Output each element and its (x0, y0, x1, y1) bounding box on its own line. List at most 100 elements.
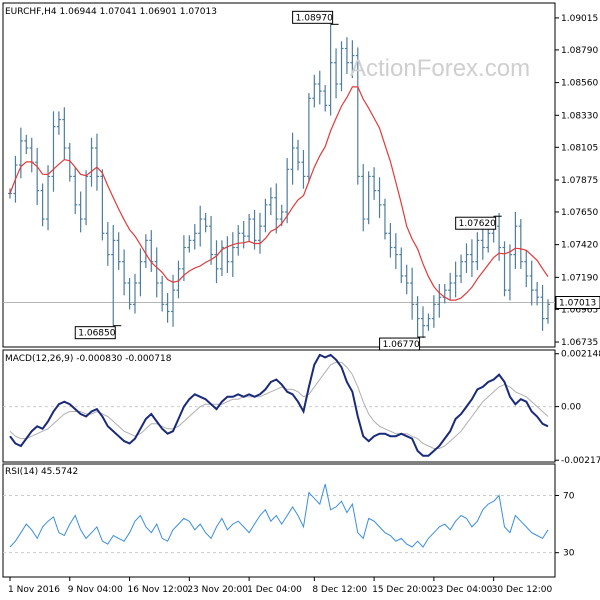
ohlc-bar (448, 272, 453, 301)
ohlc-bar (296, 139, 301, 171)
ohlc-bar (404, 264, 409, 295)
ohlc-bar (209, 215, 214, 265)
ohlc-bar (344, 37, 349, 74)
ohlc-bar (274, 183, 279, 234)
ohlc-bar (100, 169, 105, 241)
ohlc-bar (469, 239, 474, 278)
macd-y-tick-label: 0.00 (561, 403, 581, 413)
ohlc-bar (73, 167, 78, 215)
ohlc-bar (431, 295, 436, 328)
moving-average-line (9, 86, 549, 301)
price-y-tick-label: 1.07420 (561, 241, 598, 251)
ohlc-bar (535, 281, 540, 306)
ohlc-bar (507, 244, 512, 301)
ohlc-bar (388, 223, 393, 258)
price-y-tick-label: 1.08330 (561, 111, 598, 121)
ohlc-bar (203, 212, 208, 233)
last-price-box (555, 296, 600, 310)
ohlc-bar (116, 232, 121, 270)
ohlc-bar (415, 296, 420, 338)
ohlc-bar (132, 273, 137, 314)
ohlc-bar (540, 284, 545, 331)
ohlc-bar (410, 267, 415, 320)
ohlc-bar (160, 275, 165, 312)
price-title: EURCHF,H4 1.06944 1.07041 1.06901 1.0701… (5, 7, 217, 17)
ohlc-bar (524, 250, 529, 288)
ohlc-bar (165, 293, 170, 323)
ohlc-bar (306, 93, 311, 182)
price-y-tick-label: 1.07875 (561, 176, 598, 186)
ohlc-bar (257, 212, 262, 254)
ohlc-bar (127, 277, 132, 310)
ohlc-bar (366, 171, 371, 225)
ohlc-bar (241, 220, 246, 249)
x-tick-label: 1 Nov 2016 (8, 585, 60, 595)
ohlc-bar (502, 241, 507, 297)
rsi-y-tick-label: 70 (563, 491, 575, 501)
ohlc-bar (513, 211, 518, 269)
rsi-panel: 70 30 (2, 463, 575, 578)
ohlc-bar (334, 48, 339, 99)
ohlc-bar (214, 240, 219, 284)
x-tick-label: 23 Dec 04:00 (432, 585, 493, 595)
ohlc-bar (29, 137, 34, 173)
x-tick-label: 15 Dec 20:00 (372, 585, 433, 595)
watermark: ActionForex.com (350, 55, 530, 82)
ohlc-bar (78, 191, 83, 233)
ohlc-bar (67, 142, 72, 182)
ohlc-bar (393, 233, 398, 269)
price-y-tick-label: 1.07650 (561, 208, 598, 218)
ohlc-bar (421, 306, 426, 338)
ohlc-bar (290, 132, 295, 185)
ohlc-bar (24, 134, 29, 155)
ohlc-bar (426, 313, 431, 331)
ohlc-bar (154, 247, 159, 298)
ohlc-bar (105, 222, 110, 266)
ohlc-bar (149, 230, 154, 272)
annotation-box (292, 10, 334, 24)
ohlc-bar (382, 198, 387, 240)
x-axis: 1 Nov 2016 9 Nov 04:00 16 Nov 12:00 23 Nov … (8, 577, 552, 595)
macd-line (9, 353, 549, 457)
annotation-label: 1.06770 (383, 340, 420, 350)
ohlc-bar (35, 147, 40, 205)
annotation-box (74, 326, 116, 340)
ohlc-bar (138, 248, 143, 297)
ohlc-bar (263, 198, 268, 233)
ohlc-bar (187, 235, 192, 253)
last-price-label: 1.07013 (559, 299, 596, 309)
ohlc-bar (323, 84, 328, 112)
rsi-line (9, 483, 549, 548)
ohlc-bar (62, 107, 67, 161)
ohlc-bar (339, 41, 344, 92)
ohlc-bar (285, 158, 290, 224)
macd-y-tick-label: -0.002178 (561, 456, 600, 466)
macd-frame (2, 349, 556, 463)
ohlc-bar (328, 24, 333, 116)
ohlc-bar (84, 170, 89, 226)
ohlc-bar (459, 254, 464, 284)
ohlc-bar (176, 260, 181, 299)
ohlc-bar (442, 283, 447, 304)
ohlc-bar (56, 111, 61, 135)
ohlc-bar (143, 234, 148, 268)
ohlc-bar (51, 111, 56, 192)
ohlc-bar (399, 247, 404, 284)
macd-panel: 0.002148 0.00 -0.002178 (2, 349, 600, 466)
ohlc-bar (198, 205, 203, 247)
x-tick-label: 1 Dec 04:00 (247, 585, 302, 595)
annotation-label: 1.08970 (296, 13, 333, 23)
annotation-label: 1.07620 (459, 219, 496, 229)
ohlc-bar (94, 133, 99, 191)
price-y-tick-label: 1.08790 (561, 46, 598, 56)
ohlc-bar (230, 232, 235, 278)
macd-y-tick-label: 0.002148 (561, 350, 600, 360)
price-y-tick-label: 1.07190 (561, 273, 598, 283)
ohlc-bar (350, 40, 355, 79)
annotation-label: 1.06850 (78, 329, 115, 339)
ohlc-bar (317, 70, 322, 105)
ohlc-bar (529, 260, 534, 306)
x-tick-label: 8 Dec 12:00 (312, 585, 367, 595)
ohlc-bar (486, 228, 491, 253)
